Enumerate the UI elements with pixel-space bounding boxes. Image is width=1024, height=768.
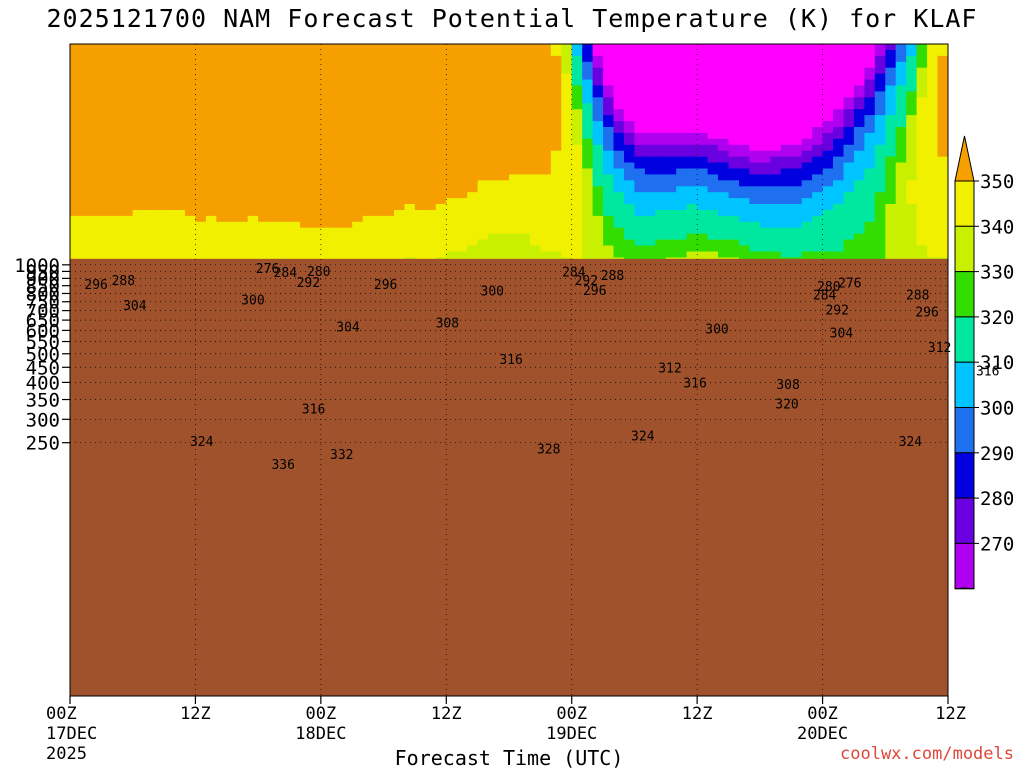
colorbar-segment	[954, 316, 975, 363]
x-tick-label: 12Z	[431, 704, 462, 724]
contour-label: 312	[658, 361, 681, 376]
colorbar-segment	[954, 497, 975, 544]
contour-label: 296	[84, 278, 107, 293]
colorbar-label: 300	[980, 398, 1014, 420]
contour-label: 336	[271, 458, 294, 473]
contour-label: 276	[838, 276, 861, 291]
contour-label: 288	[906, 289, 929, 304]
ground-layer	[70, 258, 948, 696]
colorbar-segment	[954, 452, 975, 499]
colorbar-segment	[954, 225, 975, 273]
contour-label: 324	[190, 435, 214, 450]
x-tick-label: 18DEC	[295, 724, 346, 744]
x-axis-label: Forecast Time (UTC)	[395, 746, 624, 768]
x-tick-label: 12Z	[935, 704, 966, 724]
y-tick-label: 500	[26, 344, 60, 366]
contour-label: 288	[112, 274, 135, 289]
contour-label: 324	[631, 430, 655, 445]
colorbar-label: 330	[980, 262, 1014, 284]
contour-label: 316	[976, 364, 999, 379]
contour-label: 284	[562, 266, 586, 281]
contour-label: 328	[537, 443, 560, 458]
y-tick-label: 650	[26, 310, 60, 332]
site-credit: coolwx.com/models	[840, 744, 1014, 764]
contour-label: 292	[575, 274, 598, 289]
y-tick-label: 750	[26, 292, 60, 314]
contour-label: 296	[583, 284, 606, 299]
contour-label: 308	[436, 316, 459, 331]
x-tick-label: 19DEC	[546, 724, 597, 744]
contour-label: 284	[274, 266, 298, 281]
contour-label: 300	[705, 323, 728, 338]
contour-label: 284	[813, 289, 837, 304]
y-tick-label: 850	[26, 276, 60, 298]
colorbar-label: 340	[980, 216, 1014, 238]
colorbar-segment	[954, 180, 975, 227]
y-tick-label: 950	[26, 261, 60, 283]
colorbar-label: 320	[980, 307, 1014, 329]
colorbar-label: 290	[980, 443, 1014, 465]
contour-label: 300	[241, 293, 264, 308]
x-tick-label: 20DEC	[797, 724, 848, 744]
contour-label: 292	[297, 276, 320, 291]
contour-label: 304	[830, 327, 854, 342]
x-tick-label: 00Z	[556, 704, 587, 724]
y-tick-label: 700	[26, 301, 60, 323]
x-tick-label: 00Z	[46, 704, 77, 724]
colorbar-bottom-arrow	[954, 587, 975, 590]
colorbar-segment	[954, 542, 975, 590]
colorbar-label: 310	[980, 352, 1014, 374]
contour-label: 312	[928, 341, 951, 356]
y-tick-label: 400	[26, 372, 60, 394]
y-tick-label: 800	[26, 283, 60, 305]
contour-label: 324	[899, 435, 923, 450]
x-tick-label: 17DEC	[46, 724, 97, 744]
contour-label: 304	[123, 299, 147, 314]
contour-label: 276	[256, 262, 279, 277]
colorbar-label: 350	[980, 171, 1014, 193]
colorbar-label: 270	[980, 533, 1014, 555]
colorbar-label: 280	[980, 488, 1014, 510]
contour-label: 304	[336, 320, 360, 335]
y-tick-label: 350	[26, 390, 60, 412]
x-tick-label: 00Z	[807, 704, 838, 724]
contour-label: 292	[825, 304, 848, 319]
x-tick-label: 12Z	[180, 704, 211, 724]
contour-label: 280	[817, 280, 840, 295]
y-tick-label: 600	[26, 320, 60, 342]
colorbar-segment	[954, 407, 975, 454]
contour-label: 300	[481, 285, 504, 300]
contour-label: 316	[302, 402, 325, 417]
contour-label: 320	[775, 397, 798, 412]
colorbar-legend: 350 340 330 320 310 300 290 280 270	[954, 135, 1014, 590]
colorbar-segment	[954, 271, 975, 318]
contour-label: 288	[601, 269, 624, 284]
colorbar-top-arrow	[954, 135, 975, 182]
chart-title: 2025121700 NAM Forecast Potential Temper…	[46, 4, 978, 33]
y-tick-label: 550	[26, 332, 60, 354]
contour-label: 296	[374, 278, 397, 293]
x-tick-label: 00Z	[305, 704, 336, 724]
contour-label: 316	[683, 376, 706, 391]
y-tick-label: 450	[26, 357, 60, 379]
y-tick-label: 900	[26, 268, 60, 290]
x-tick-label: 2025	[46, 744, 87, 764]
y-tick-label: 250	[26, 433, 60, 455]
y-tick-label: 300	[26, 409, 60, 431]
contour-label: 280	[307, 265, 330, 280]
x-tick-label: 12Z	[682, 704, 713, 724]
y-tick-label: 1000	[14, 255, 60, 277]
colorbar-segment	[954, 361, 975, 409]
contour-label: 296	[915, 305, 938, 320]
contour-label: 308	[776, 378, 799, 393]
contour-label: 316	[499, 353, 522, 368]
y-axis: 2503003504004505005506006507007508008509…	[14, 255, 70, 455]
plot-frame	[69, 43, 949, 697]
contour-label: 332	[330, 448, 353, 463]
